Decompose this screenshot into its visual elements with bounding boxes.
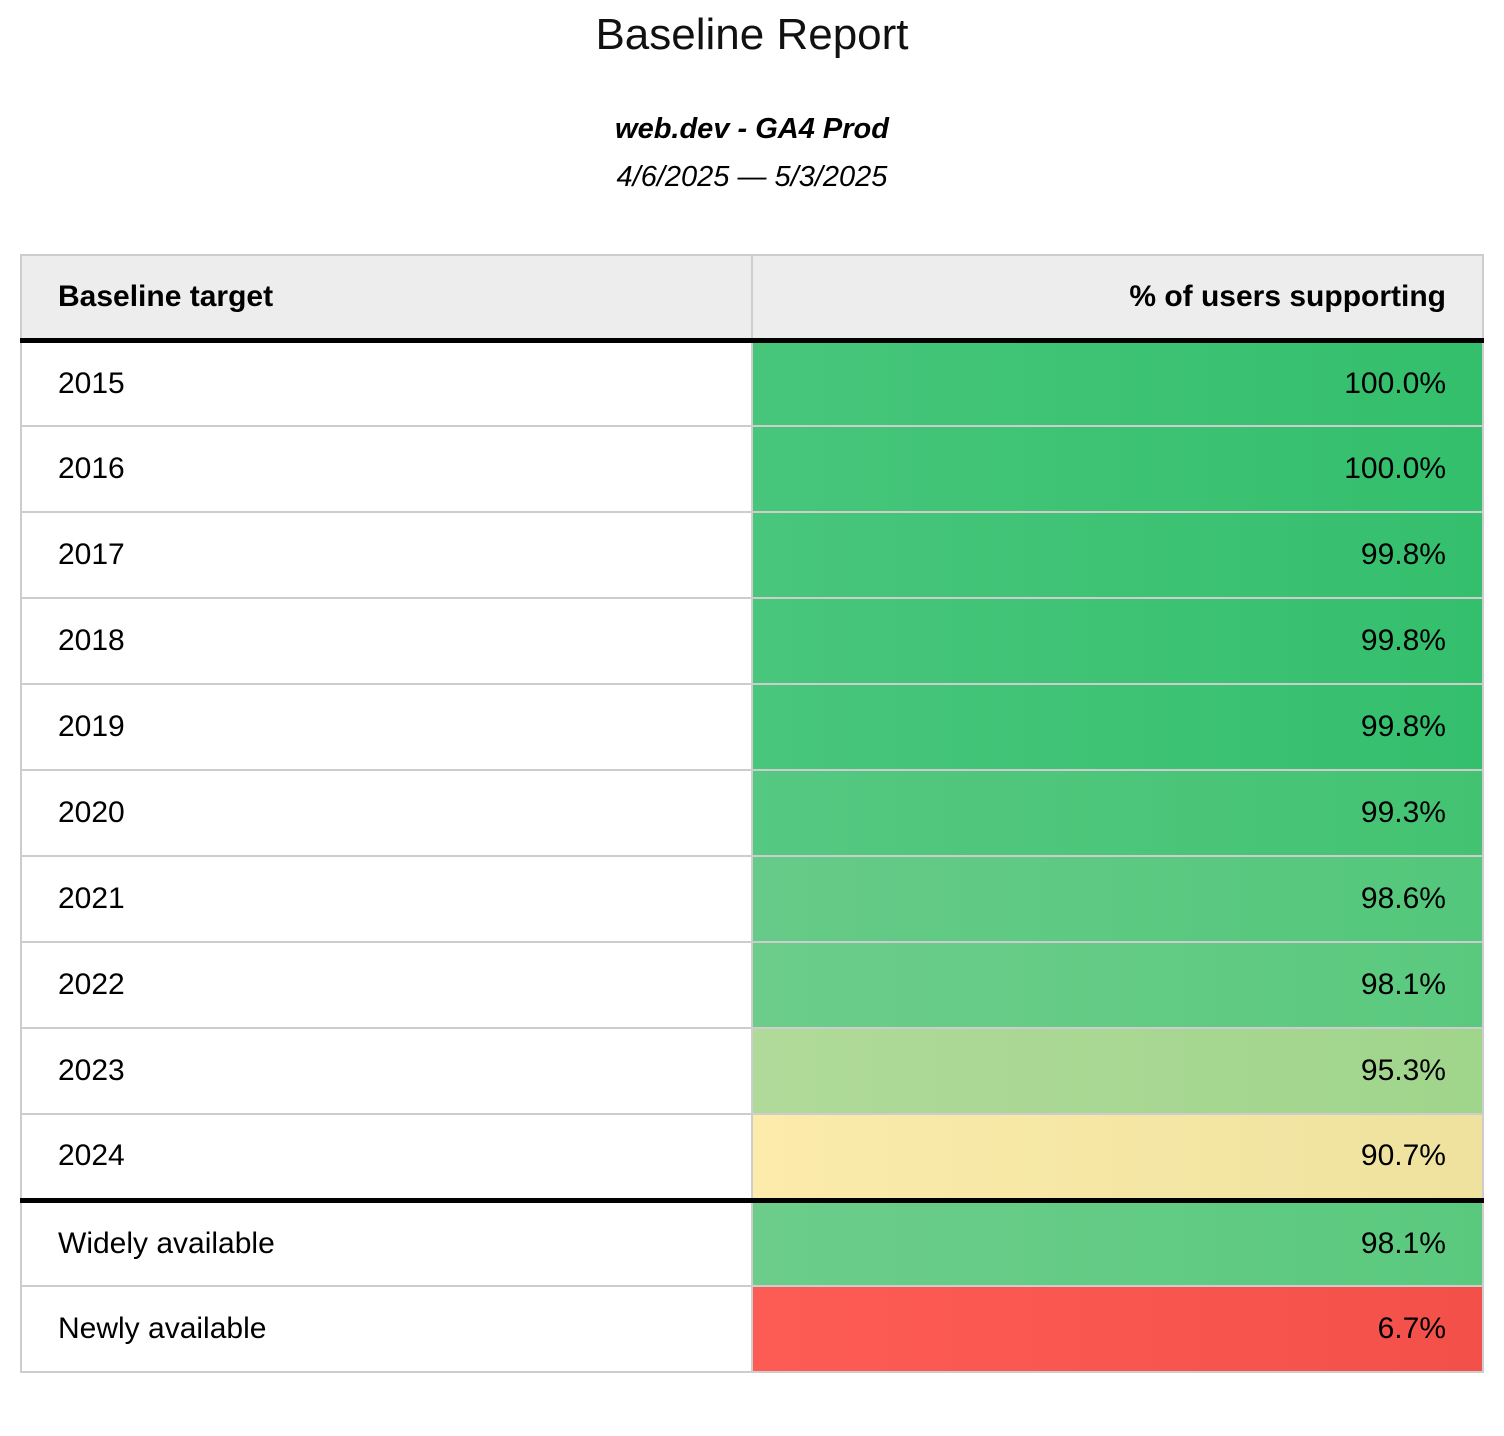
- table-row: 2024 90.7%: [20, 1113, 1484, 1201]
- table-row: 2017 99.8%: [20, 511, 1484, 599]
- baseline-target-cell: 2015: [20, 339, 753, 427]
- baseline-target-cell: Widely available: [20, 1197, 753, 1287]
- baseline-target-cell: 2021: [20, 855, 753, 943]
- table-header-row: Baseline target % of users supporting: [20, 254, 1484, 343]
- baseline-target-cell: 2020: [20, 769, 753, 857]
- users-supporting-cell: 99.3%: [751, 769, 1484, 857]
- baseline-target-cell: 2019: [20, 683, 753, 771]
- baseline-target-cell: 2018: [20, 597, 753, 685]
- users-supporting-cell: 6.7%: [751, 1285, 1484, 1373]
- baseline-target-cell: 2017: [20, 511, 753, 599]
- table-row: 2016 100.0%: [20, 425, 1484, 513]
- users-supporting-cell: 95.3%: [751, 1027, 1484, 1115]
- baseline-target-cell: 2023: [20, 1027, 753, 1115]
- table-row: Widely available 98.1%: [20, 1197, 1484, 1287]
- report-property-name: web.dev - GA4 Prod: [615, 113, 889, 145]
- baseline-report-page: Baseline Report web.dev - GA4 Prod 4/6/2…: [0, 10, 1504, 1373]
- baseline-target-cell: 2016: [20, 425, 753, 513]
- page-title: Baseline Report: [595, 10, 909, 59]
- users-supporting-cell: 98.1%: [751, 941, 1484, 1029]
- table-body: 2015 100.0% 2016 100.0% 2017 99.8% 2018 99.8% 20…: [20, 339, 1484, 1373]
- report-date-range: 4/6/2025 — 5/3/2025: [616, 161, 888, 193]
- users-supporting-cell: 99.8%: [751, 597, 1484, 685]
- column-header-baseline-target: Baseline target: [20, 254, 753, 343]
- table-row: 2021 98.6%: [20, 855, 1484, 943]
- table-header: Baseline target % of users supporting: [20, 254, 1484, 343]
- baseline-target-cell: 2022: [20, 941, 753, 1029]
- table-row: 2022 98.1%: [20, 941, 1484, 1029]
- users-supporting-cell: 99.8%: [751, 683, 1484, 771]
- users-supporting-cell: 99.8%: [751, 511, 1484, 599]
- column-header-users-supporting: % of users supporting: [751, 254, 1484, 343]
- table-row: 2019 99.8%: [20, 683, 1484, 771]
- users-supporting-cell: 90.7%: [751, 1113, 1484, 1201]
- table-row: Newly available 6.7%: [20, 1285, 1484, 1373]
- baseline-support-table: Baseline target % of users supporting 20…: [20, 254, 1484, 1373]
- table-row: 2018 99.8%: [20, 597, 1484, 685]
- baseline-target-cell: 2024: [20, 1113, 753, 1201]
- users-supporting-cell: 98.1%: [751, 1197, 1484, 1287]
- users-supporting-cell: 100.0%: [751, 425, 1484, 513]
- table-row: 2020 99.3%: [20, 769, 1484, 857]
- baseline-target-cell: Newly available: [20, 1285, 753, 1373]
- users-supporting-cell: 98.6%: [751, 855, 1484, 943]
- users-supporting-cell: 100.0%: [751, 339, 1484, 427]
- table-row: 2023 95.3%: [20, 1027, 1484, 1115]
- table-row: 2015 100.0%: [20, 339, 1484, 427]
